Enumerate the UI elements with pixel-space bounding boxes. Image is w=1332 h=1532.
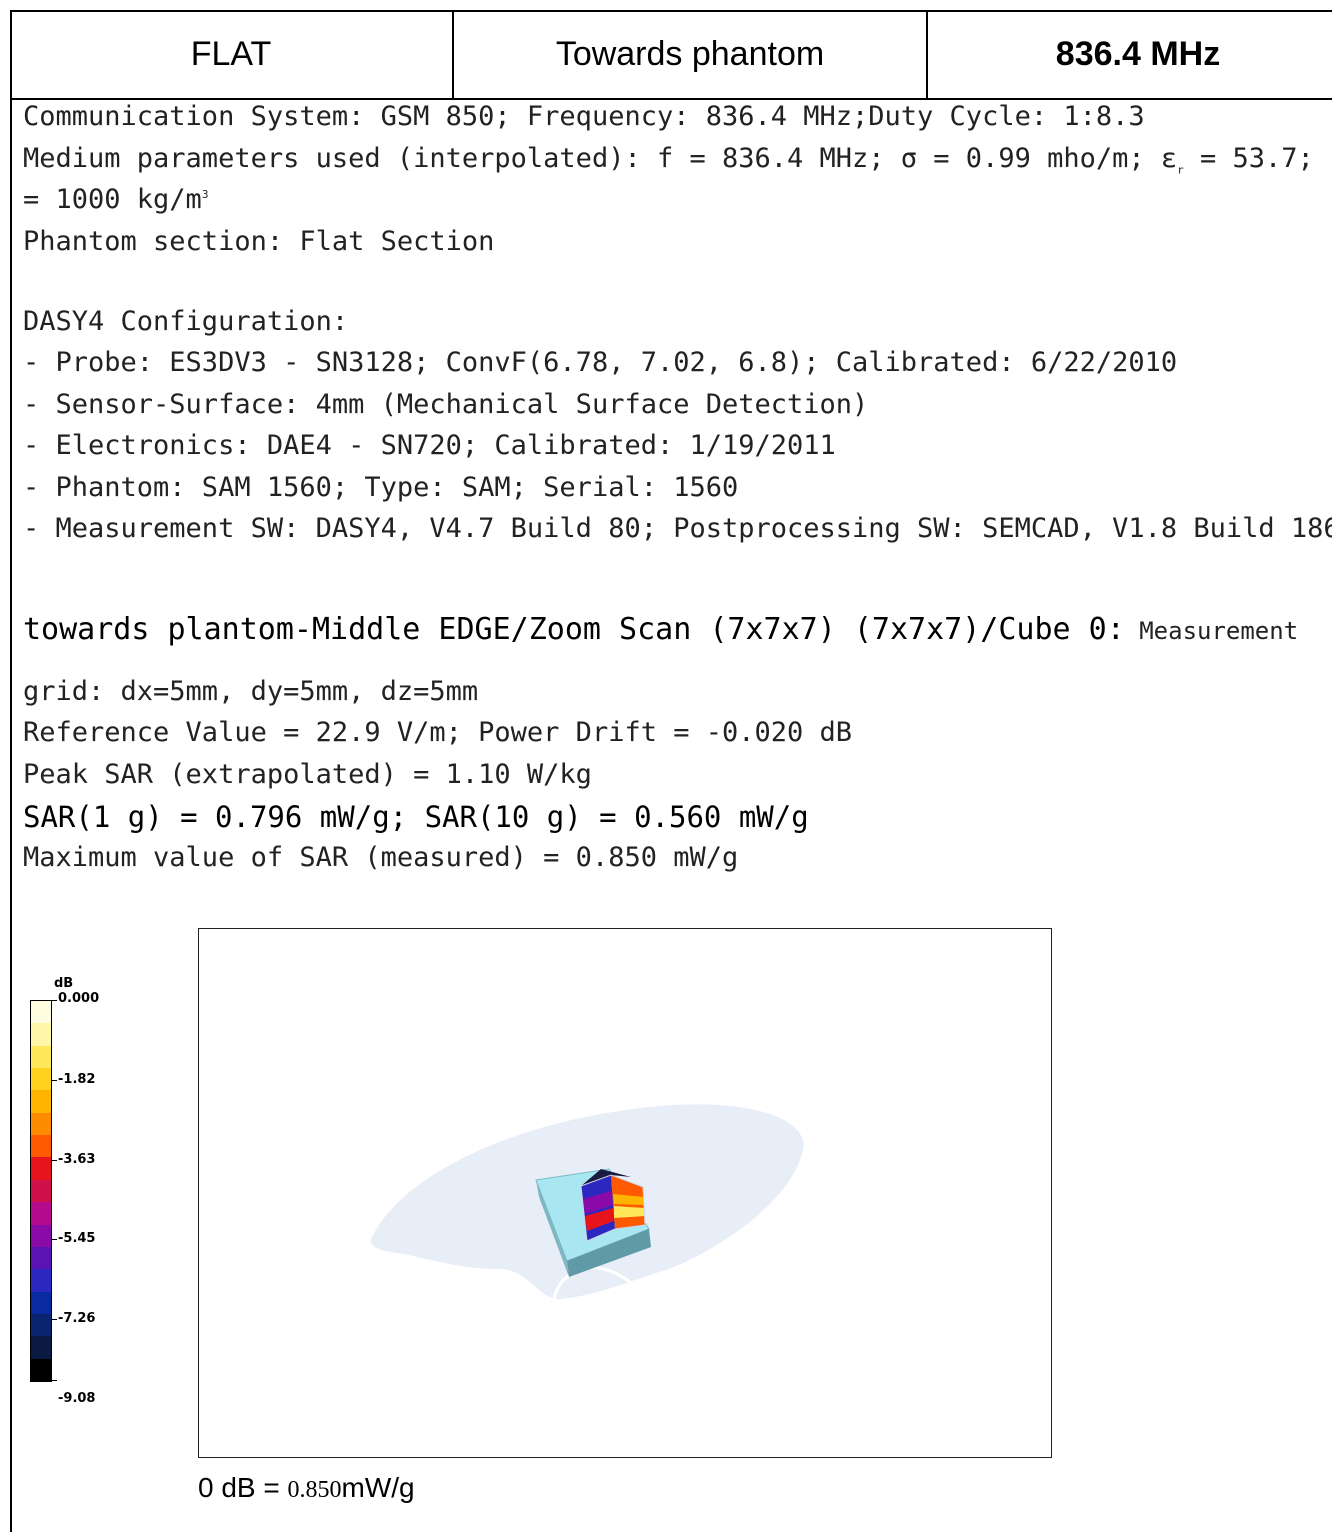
legend-band: [31, 1313, 51, 1337]
legend-label-1: -1.82: [58, 1072, 96, 1087]
sar-cube: [580, 1169, 646, 1242]
legend-label-0: 0.000: [58, 991, 100, 1006]
medium-parameters-line: Medium parameters used (interpolated): f…: [23, 143, 1332, 176]
legend-band: [31, 1023, 51, 1047]
legend-band: [31, 1246, 51, 1270]
legend-tick: [51, 1160, 57, 1161]
grid-line: grid: dx=5mm, dy=5mm, dz=5mm: [23, 676, 479, 707]
zero-db-unit: mW/g: [341, 1472, 415, 1503]
density-superscript: 3: [201, 188, 209, 201]
header-cell-position: Towards phantom: [454, 10, 928, 98]
legend-band: [31, 1291, 51, 1315]
legend-label-2: -3.63: [58, 1152, 96, 1167]
medium-text-2: = 53.7; ρ: [1183, 143, 1332, 174]
legend-label-4: -7.26: [58, 1311, 96, 1326]
cube-band-2: [614, 1206, 645, 1218]
legend-band: [31, 1224, 51, 1248]
medium-text: Medium parameters used (interpolated): f…: [23, 143, 1178, 174]
scan-slab-side: [567, 1229, 651, 1277]
sar-3d-plot: [198, 928, 1052, 1458]
legend-band: [31, 1135, 51, 1158]
epsilon-subscript: r: [1177, 163, 1184, 177]
scan-title-line: towards plantom-Middle EDGE/Zoom Scan (7…: [23, 612, 1298, 647]
phantom-notch: [552, 1266, 640, 1300]
reference-value-line: Reference Value = 22.9 V/m; Power Drift …: [23, 717, 853, 748]
max-sar-line: Maximum value of SAR (measured) = 0.850 …: [23, 842, 739, 873]
phantom-section-line: Phantom section: Flat Section: [23, 226, 495, 257]
cube-band-1: [613, 1194, 644, 1205]
legend-band: [31, 1068, 51, 1091]
zero-db-prefix: 0 dB =: [198, 1472, 288, 1503]
header-cell-frequency: 836.4 MHz: [1055, 34, 1221, 73]
legend-tick: [51, 1000, 57, 1001]
config-electronics: - Electronics: DAE4 - SN720; Calibrated:…: [23, 430, 836, 461]
legend-band: [31, 1112, 51, 1136]
config-title: DASY4 Configuration:: [23, 306, 349, 337]
density-text: = 1000 kg/m: [23, 184, 202, 215]
legend-unit: dB: [54, 976, 74, 991]
legend-band: [31, 1090, 51, 1114]
header-table: FLAT Towards phantom 836.4 MHz: [10, 10, 1332, 100]
legend-band: [31, 1045, 51, 1069]
config-phantom: - Phantom: SAM 1560; Type: SAM; Serial: …: [23, 472, 739, 503]
phantom-render: [370, 1104, 804, 1300]
legend-band: [31, 1269, 51, 1293]
communication-system-line: Communication System: GSM 850; Frequency…: [23, 101, 1145, 132]
sar-result-line: SAR(1 g) = 0.796 mW/g; SAR(10 g) = 0.560…: [23, 800, 809, 834]
scan-title: towards plantom-Middle EDGE/Zoom Scan (7…: [23, 612, 1125, 647]
legend-band: [31, 1001, 51, 1024]
config-sensor-surface: - Sensor-Surface: 4mm (Mechanical Surfac…: [23, 389, 869, 420]
config-software: - Measurement SW: DASY4, V4.7 Build 80; …: [23, 513, 1332, 544]
header-cell-phantom: FLAT: [10, 10, 454, 98]
page-frame: [10, 10, 1332, 1532]
legend-band: [31, 1157, 51, 1181]
density-line: = 1000 kg/m3: [23, 184, 208, 215]
cube-top-face: [581, 1169, 631, 1186]
legend-tick: [51, 1319, 57, 1320]
legend-tick: [51, 1380, 57, 1381]
legend-label-5: -9.08: [58, 1391, 96, 1406]
cube-band-4: [585, 1208, 614, 1231]
legend-band: [31, 1358, 51, 1382]
zero-db-value: 0.850: [287, 1477, 342, 1503]
legend-band: [31, 1179, 51, 1203]
zero-db-reference: 0 dB = 0.850mW/g: [198, 1472, 415, 1504]
cube-band-3: [583, 1191, 613, 1214]
legend-band: [31, 1336, 51, 1360]
legend-tick: [51, 1080, 57, 1081]
color-legend: dB 0.000 -1.82 -3.63 -5.45 -7.26 -9.08: [30, 976, 140, 1406]
cube-outline: [580, 1174, 646, 1242]
scan-slab-left: [536, 1180, 569, 1277]
config-probe: - Probe: ES3DV3 - SN3128; ConvF(6.78, 7.…: [23, 347, 1178, 378]
legend-band: [31, 1202, 51, 1226]
scan-title-tail: Measurement: [1124, 617, 1299, 645]
peak-sar-line: Peak SAR (extrapolated) = 1.10 W/kg: [23, 759, 592, 790]
legend-color-bar: [30, 1000, 52, 1382]
legend-label-3: -5.45: [58, 1231, 96, 1246]
legend-tick: [51, 1239, 57, 1240]
